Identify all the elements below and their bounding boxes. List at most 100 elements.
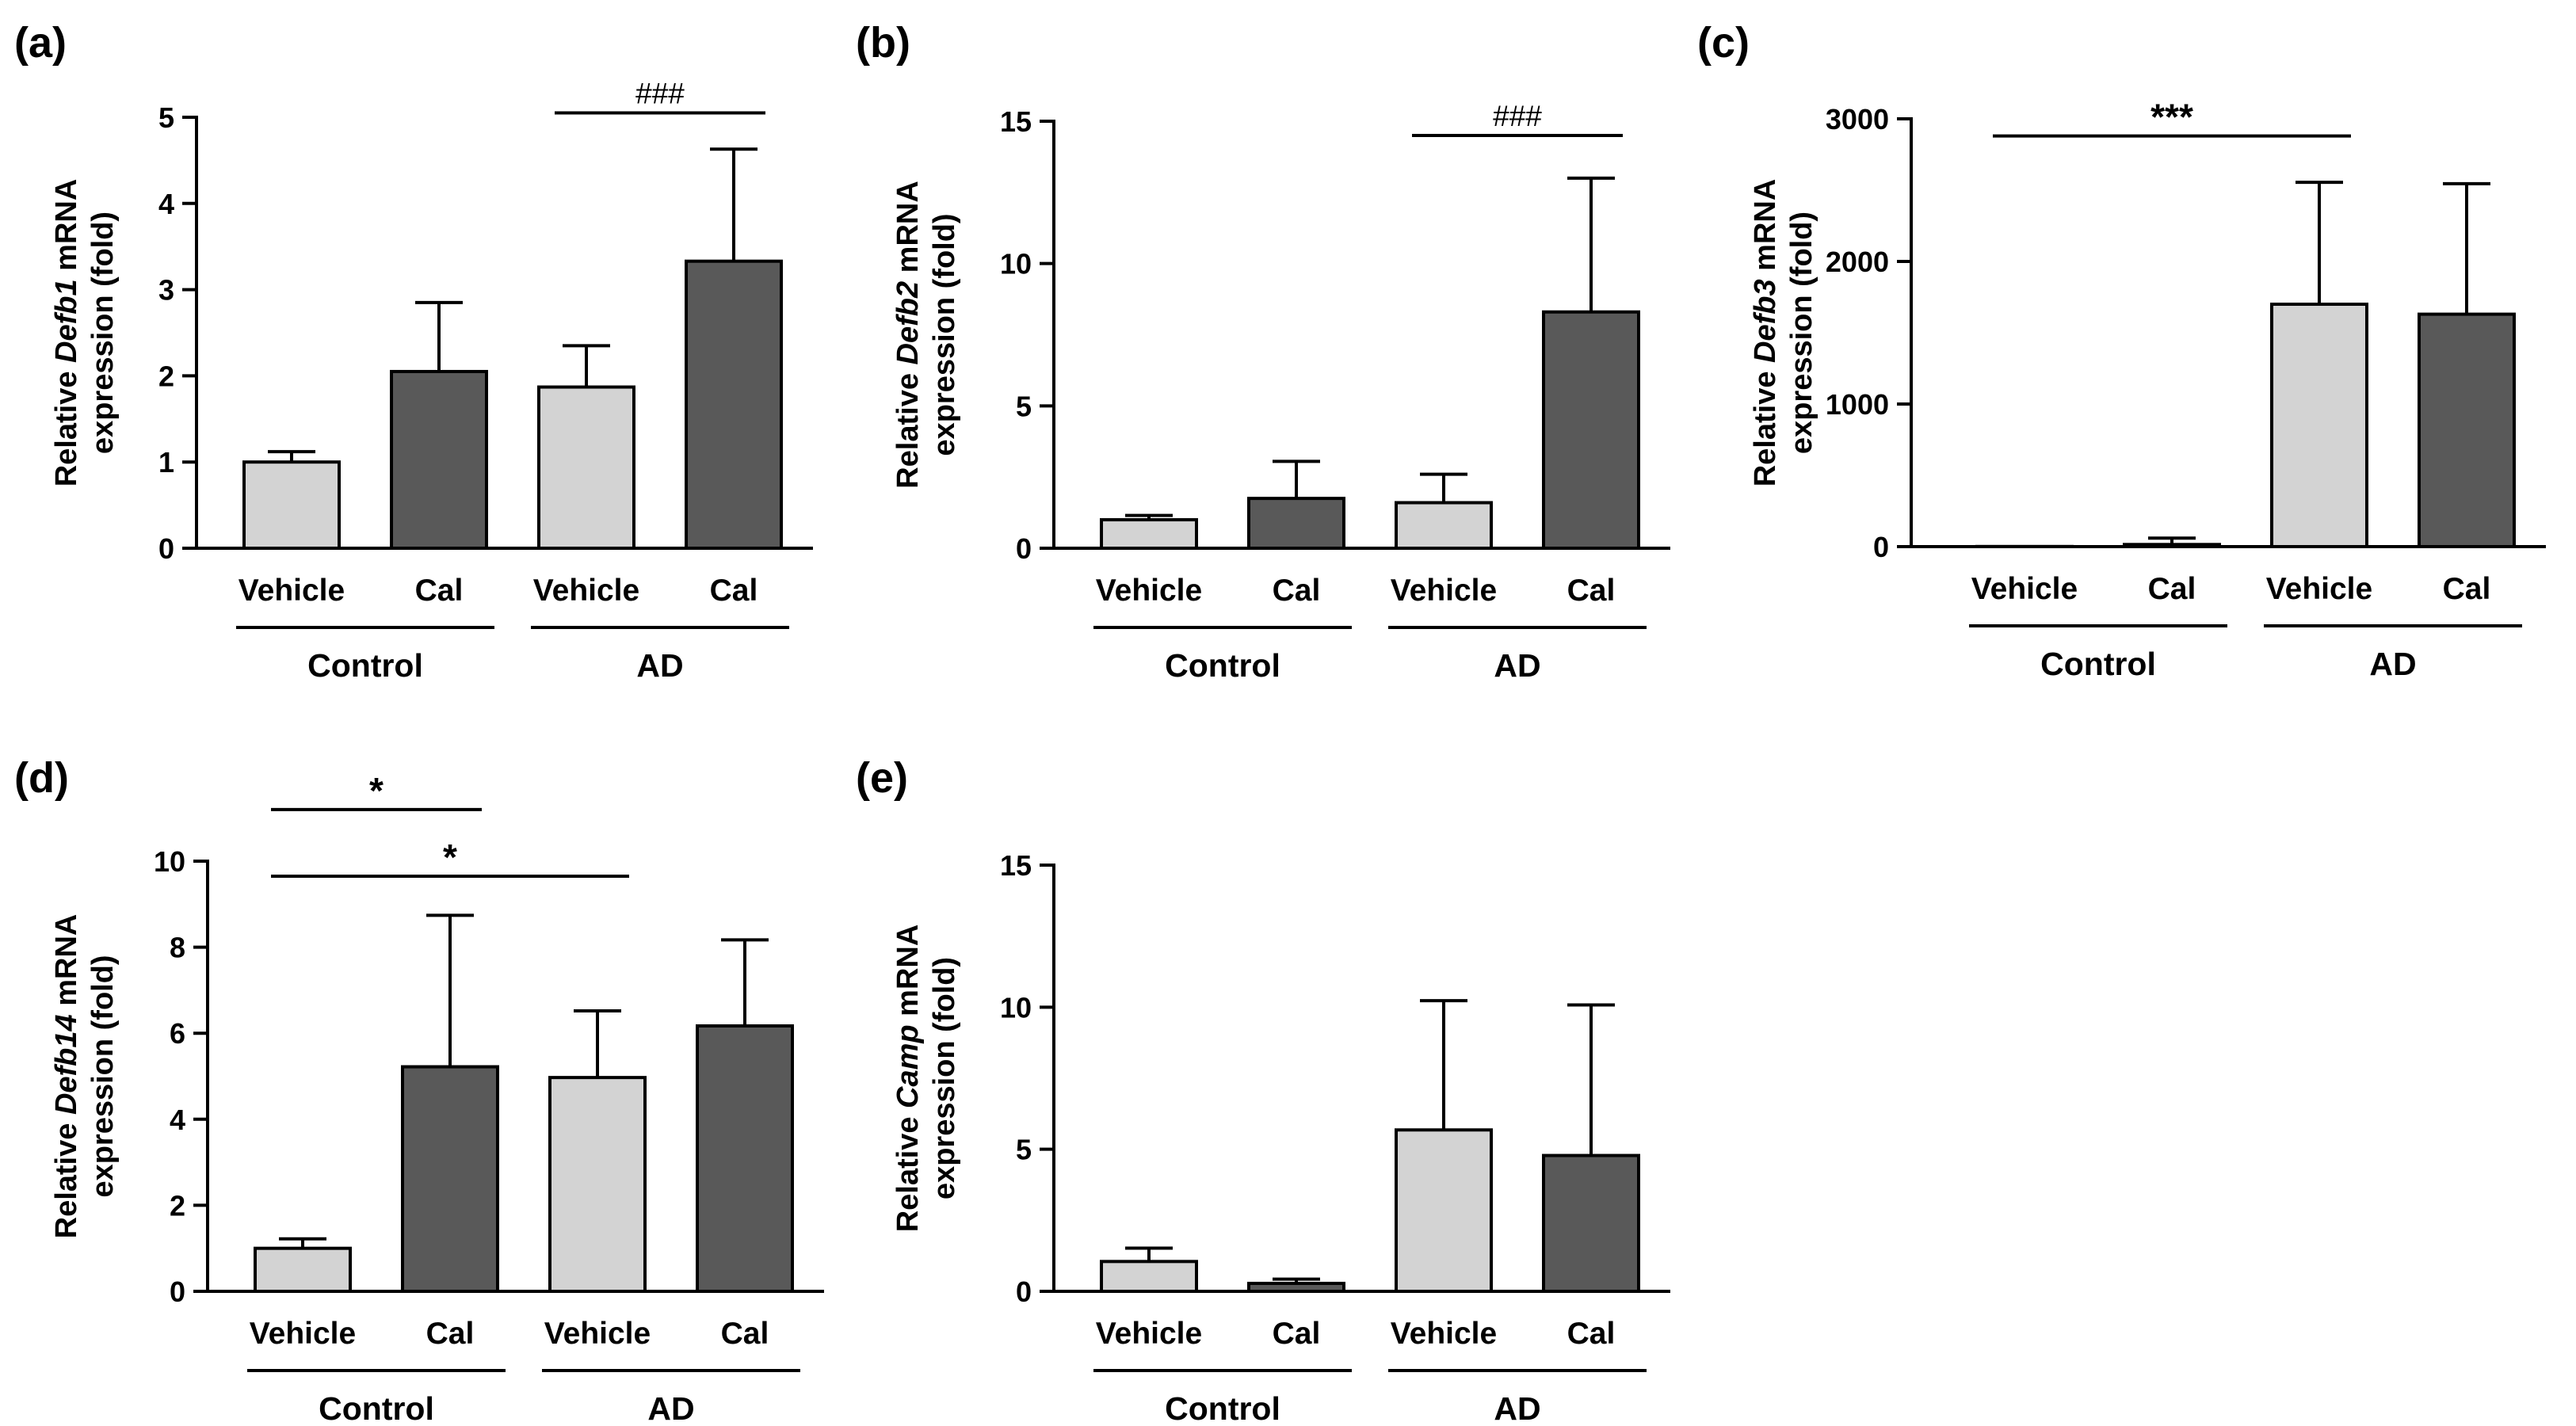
bar-1 (1100, 1260, 1198, 1293)
y-axis-label-line-2: expression (fold) (86, 212, 120, 454)
y-axis-label-suffix: mRNA (50, 179, 83, 280)
y-axis-label-gene: Defb1 (50, 279, 83, 363)
category-label: Vehicle (250, 1317, 356, 1351)
y-tick-label: 0 (1016, 532, 1032, 565)
bar-3 (548, 1076, 647, 1294)
y-tick-label: 10 (1000, 991, 1032, 1024)
y-axis-label-line-1: Relative Defb2 mRNA (891, 181, 925, 489)
y-axis-label-line-1: Relative Defb1 mRNA (50, 179, 83, 487)
significance-label: * (369, 770, 384, 811)
y-axis-label-line-1: Relative Defb3 mRNA (1749, 179, 1782, 487)
category-label: Vehicle (1096, 574, 1202, 608)
y-tick-label: 4 (158, 188, 174, 220)
y-axis-label-gene: Defb2 (891, 281, 925, 365)
bar-1 (254, 1246, 352, 1293)
y-tick-label: 5 (158, 101, 174, 134)
bar-3 (2270, 303, 2368, 548)
y-tick-label: 1 (158, 446, 174, 479)
y-tick-label: 5 (1016, 390, 1032, 422)
y-tick-label: 15 (1000, 849, 1032, 882)
y-axis-label-prefix: Relative (891, 364, 925, 488)
y-axis-label-line-2: expression (fold) (928, 957, 961, 1199)
category-label: Cal (415, 574, 464, 608)
y-tick-label: 1000 (1826, 388, 1889, 421)
group-label: AD (1494, 647, 1540, 684)
y-axis-label: Relative Defb3 mRNA expression (fold) (1749, 179, 1818, 487)
y-axis-label-prefix: Relative (1749, 363, 1782, 486)
panel-label: (e) (856, 754, 908, 802)
group-label: AD (647, 1390, 694, 1426)
y-tick-label: 0 (1016, 1275, 1032, 1308)
significance-label: * (443, 837, 457, 878)
bar-4 (1542, 1153, 1640, 1294)
y-tick-label: 15 (1000, 105, 1032, 138)
bar-3 (1395, 1128, 1493, 1294)
category-label: Vehicle (1391, 574, 1497, 608)
chart-panel-5: (e) Relative Camp mRNA expression (fold) 0 5… (856, 754, 1670, 1426)
category-label: Cal (2443, 572, 2491, 606)
y-axis-label-gene: Defb3 (1749, 279, 1782, 363)
bar-1 (1100, 518, 1198, 550)
y-tick-label: 6 (170, 1017, 185, 1050)
chart-panel-4: (d) Relative Defb14 mRNA expression (fold)… (14, 754, 824, 1426)
y-axis-label-prefix: Relative (891, 1108, 925, 1232)
panel-label: (a) (14, 19, 67, 67)
y-axis-label-suffix: mRNA (1749, 179, 1782, 280)
panel-label: (c) (1697, 19, 1750, 67)
y-tick-label: 3 (158, 274, 174, 307)
group-label: AD (1494, 1390, 1540, 1426)
y-tick-label: 0 (158, 532, 174, 565)
y-axis-label-suffix: mRNA (50, 914, 83, 1015)
chart-panel-1: (a) Relative Defb1 mRNA expression (fold) 0… (14, 19, 813, 684)
bar-2 (1247, 497, 1345, 550)
chart-panel-3: (c) Relative Defb3 mRNA expression (fold) 0… (1697, 19, 2546, 682)
panel-label: (d) (14, 754, 69, 802)
panel-label: (b) (856, 19, 910, 67)
y-axis-label-line-2: expression (fold) (1785, 212, 1818, 454)
bar-1 (242, 460, 341, 551)
group-label: Control (307, 647, 423, 684)
bar-4 (696, 1024, 794, 1293)
y-tick-label: 0 (170, 1275, 185, 1308)
y-tick-label: 2 (170, 1189, 185, 1222)
category-label: Vehicle (1391, 1317, 1497, 1351)
y-axis-label-line-1: Relative Defb14 mRNA (50, 914, 83, 1239)
significance-label: *** (2150, 97, 2193, 138)
group-label: AD (2369, 646, 2416, 682)
group-label: Control (1165, 1390, 1280, 1426)
category-label: Cal (721, 1317, 769, 1351)
category-label: Vehicle (2266, 572, 2372, 606)
group-label: Control (319, 1390, 434, 1426)
bar-4 (1542, 310, 1640, 550)
y-tick-label: 5 (1016, 1134, 1032, 1166)
y-tick-label: 4 (170, 1104, 185, 1136)
y-axis-label-suffix: mRNA (891, 181, 925, 281)
bar-3 (1395, 501, 1493, 550)
category-label: Vehicle (1096, 1317, 1202, 1351)
y-tick-label: 10 (154, 845, 185, 878)
category-label: Vehicle (1971, 572, 2078, 606)
chart-panel-2: (b) Relative Defb2 mRNA expression (fold) 0… (856, 19, 1670, 684)
category-label: Cal (1273, 1317, 1321, 1351)
category-label: Cal (710, 574, 758, 608)
category-label: Vehicle (239, 574, 345, 608)
category-label: Cal (1567, 1317, 1616, 1351)
y-axis-label-suffix: mRNA (891, 925, 925, 1025)
y-tick-label: 10 (1000, 248, 1032, 280)
category-label: Vehicle (544, 1317, 651, 1351)
y-tick-label: 3000 (1826, 103, 1889, 135)
category-label: Cal (2148, 572, 2196, 606)
category-label: Vehicle (533, 574, 639, 608)
bar-2 (390, 369, 488, 550)
y-tick-label: 8 (170, 932, 185, 964)
y-axis-label: Relative Camp mRNA expression (fold) (891, 925, 961, 1233)
y-tick-label: 2000 (1826, 246, 1889, 278)
bar-2 (401, 1065, 499, 1293)
significance-label: ### (1493, 100, 1542, 132)
y-tick-label: 0 (1873, 531, 1889, 563)
y-axis-label-line-2: expression (fold) (86, 955, 120, 1197)
y-axis-label: Relative Defb14 mRNA expression (fold) (50, 914, 120, 1239)
y-tick-label: 2 (158, 360, 174, 392)
bar-4 (685, 259, 783, 550)
